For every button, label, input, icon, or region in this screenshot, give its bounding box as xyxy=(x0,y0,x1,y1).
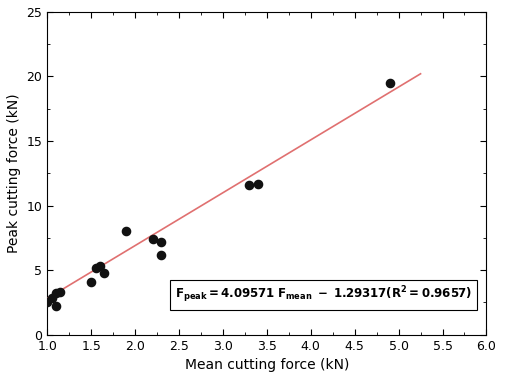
X-axis label: Mean cutting force (kN): Mean cutting force (kN) xyxy=(184,358,348,372)
Point xyxy=(148,236,156,242)
Point xyxy=(43,299,51,305)
Text: $\mathbf{F_{peak}}$$\mathbf{= 4.09571\ F_{mean}\ -\ 1.29317(R^2=0.9657)}$: $\mathbf{F_{peak}}$$\mathbf{= 4.09571\ F… xyxy=(174,285,471,305)
Point xyxy=(122,228,130,234)
Point xyxy=(52,303,60,309)
Point xyxy=(87,279,95,285)
Point xyxy=(385,80,393,86)
Y-axis label: Peak cutting force (kN): Peak cutting force (kN) xyxy=(7,94,21,253)
Point xyxy=(157,239,165,245)
Point xyxy=(245,182,253,188)
Point xyxy=(100,269,108,276)
Point xyxy=(157,252,165,258)
Point xyxy=(253,180,262,186)
Point xyxy=(96,263,104,269)
Point xyxy=(52,290,60,296)
Point xyxy=(56,289,64,295)
Point xyxy=(47,296,55,302)
Point xyxy=(91,265,99,271)
